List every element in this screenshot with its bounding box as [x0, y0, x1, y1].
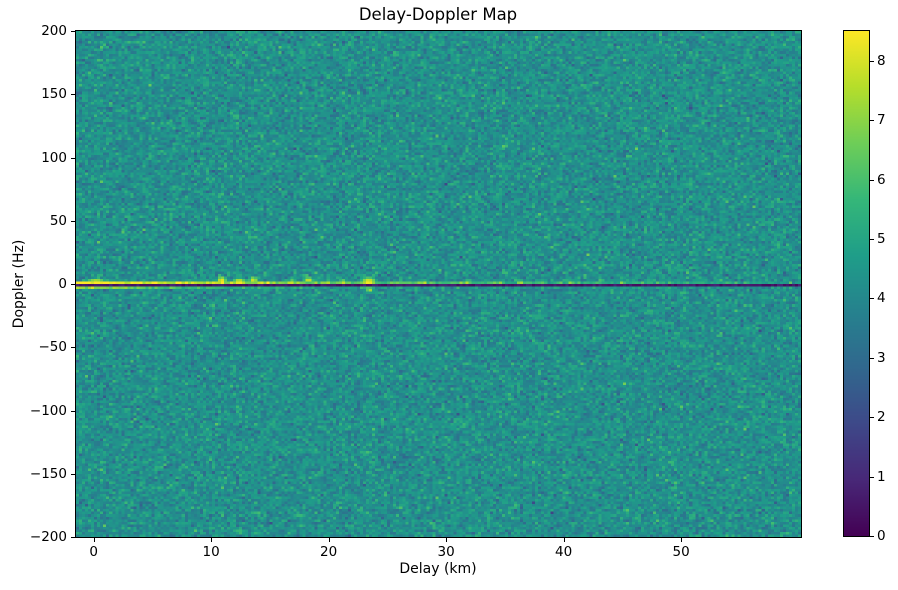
x-tick-label: 20: [320, 544, 338, 560]
x-tick-label: 30: [437, 544, 455, 560]
colorbar: [843, 30, 870, 537]
y-tick-mark: [71, 537, 75, 538]
y-tick-label: −150: [29, 465, 67, 482]
y-tick-label: 100: [41, 149, 67, 166]
y-tick-label: −200: [29, 529, 67, 545]
x-tick-mark: [211, 538, 213, 542]
x-tick-mark: [446, 538, 448, 542]
y-tick-mark: [71, 284, 75, 285]
colorbar-gradient: [844, 31, 869, 536]
colorbar-tick-label: 7: [877, 112, 886, 129]
y-tick-mark: [71, 220, 75, 222]
x-tick-mark: [328, 538, 330, 542]
colorbar-tick-label: 5: [877, 230, 886, 247]
y-tick-mark: [71, 94, 75, 96]
y-tick-label: 50: [49, 212, 67, 229]
colorbar-tick-mark: [870, 417, 874, 419]
y-tick-mark: [71, 473, 75, 475]
x-tick-mark: [93, 538, 95, 542]
y-tick-mark: [71, 347, 75, 349]
y-tick-mark: [71, 410, 75, 412]
y-tick-label: 0: [58, 276, 67, 292]
y-tick-mark: [71, 157, 75, 159]
x-tick-mark: [681, 538, 683, 542]
colorbar-tick-mark: [870, 179, 874, 181]
colorbar-tick-label: 1: [877, 468, 886, 485]
colorbar-tick-label: 0: [877, 528, 886, 544]
colorbar-tick-mark: [870, 536, 874, 537]
colorbar-tick-label: 6: [877, 171, 886, 188]
y-tick-mark: [71, 31, 75, 32]
x-axis-label: Delay (km): [399, 561, 477, 577]
colorbar-tick-label: 2: [877, 409, 886, 426]
colorbar-tick-mark: [870, 476, 874, 478]
colorbar-tick-mark: [870, 120, 874, 122]
colorbar-tick-mark: [870, 357, 874, 359]
colorbar-tick-label: 8: [877, 52, 886, 69]
x-tick-label: 40: [555, 544, 573, 560]
colorbar-tick-label: 3: [877, 349, 886, 366]
chart-title: Delay-Doppler Map: [358, 5, 518, 24]
heatmap-plot-area: [75, 30, 802, 538]
x-tick-label: 10: [202, 544, 220, 560]
heatmap-canvas: [76, 31, 801, 537]
x-tick-mark: [563, 538, 565, 542]
colorbar-tick-mark: [870, 298, 874, 300]
y-tick-label: 200: [41, 23, 67, 39]
colorbar-tick-label: 4: [877, 290, 886, 307]
x-tick-label: 50: [672, 544, 690, 560]
colorbar-tick-mark: [870, 238, 874, 240]
x-tick-label: 0: [89, 544, 98, 560]
colorbar-tick-mark: [870, 60, 874, 62]
y-tick-label: −50: [38, 339, 68, 356]
y-tick-label: −100: [29, 402, 67, 419]
y-tick-label: 150: [41, 86, 67, 103]
